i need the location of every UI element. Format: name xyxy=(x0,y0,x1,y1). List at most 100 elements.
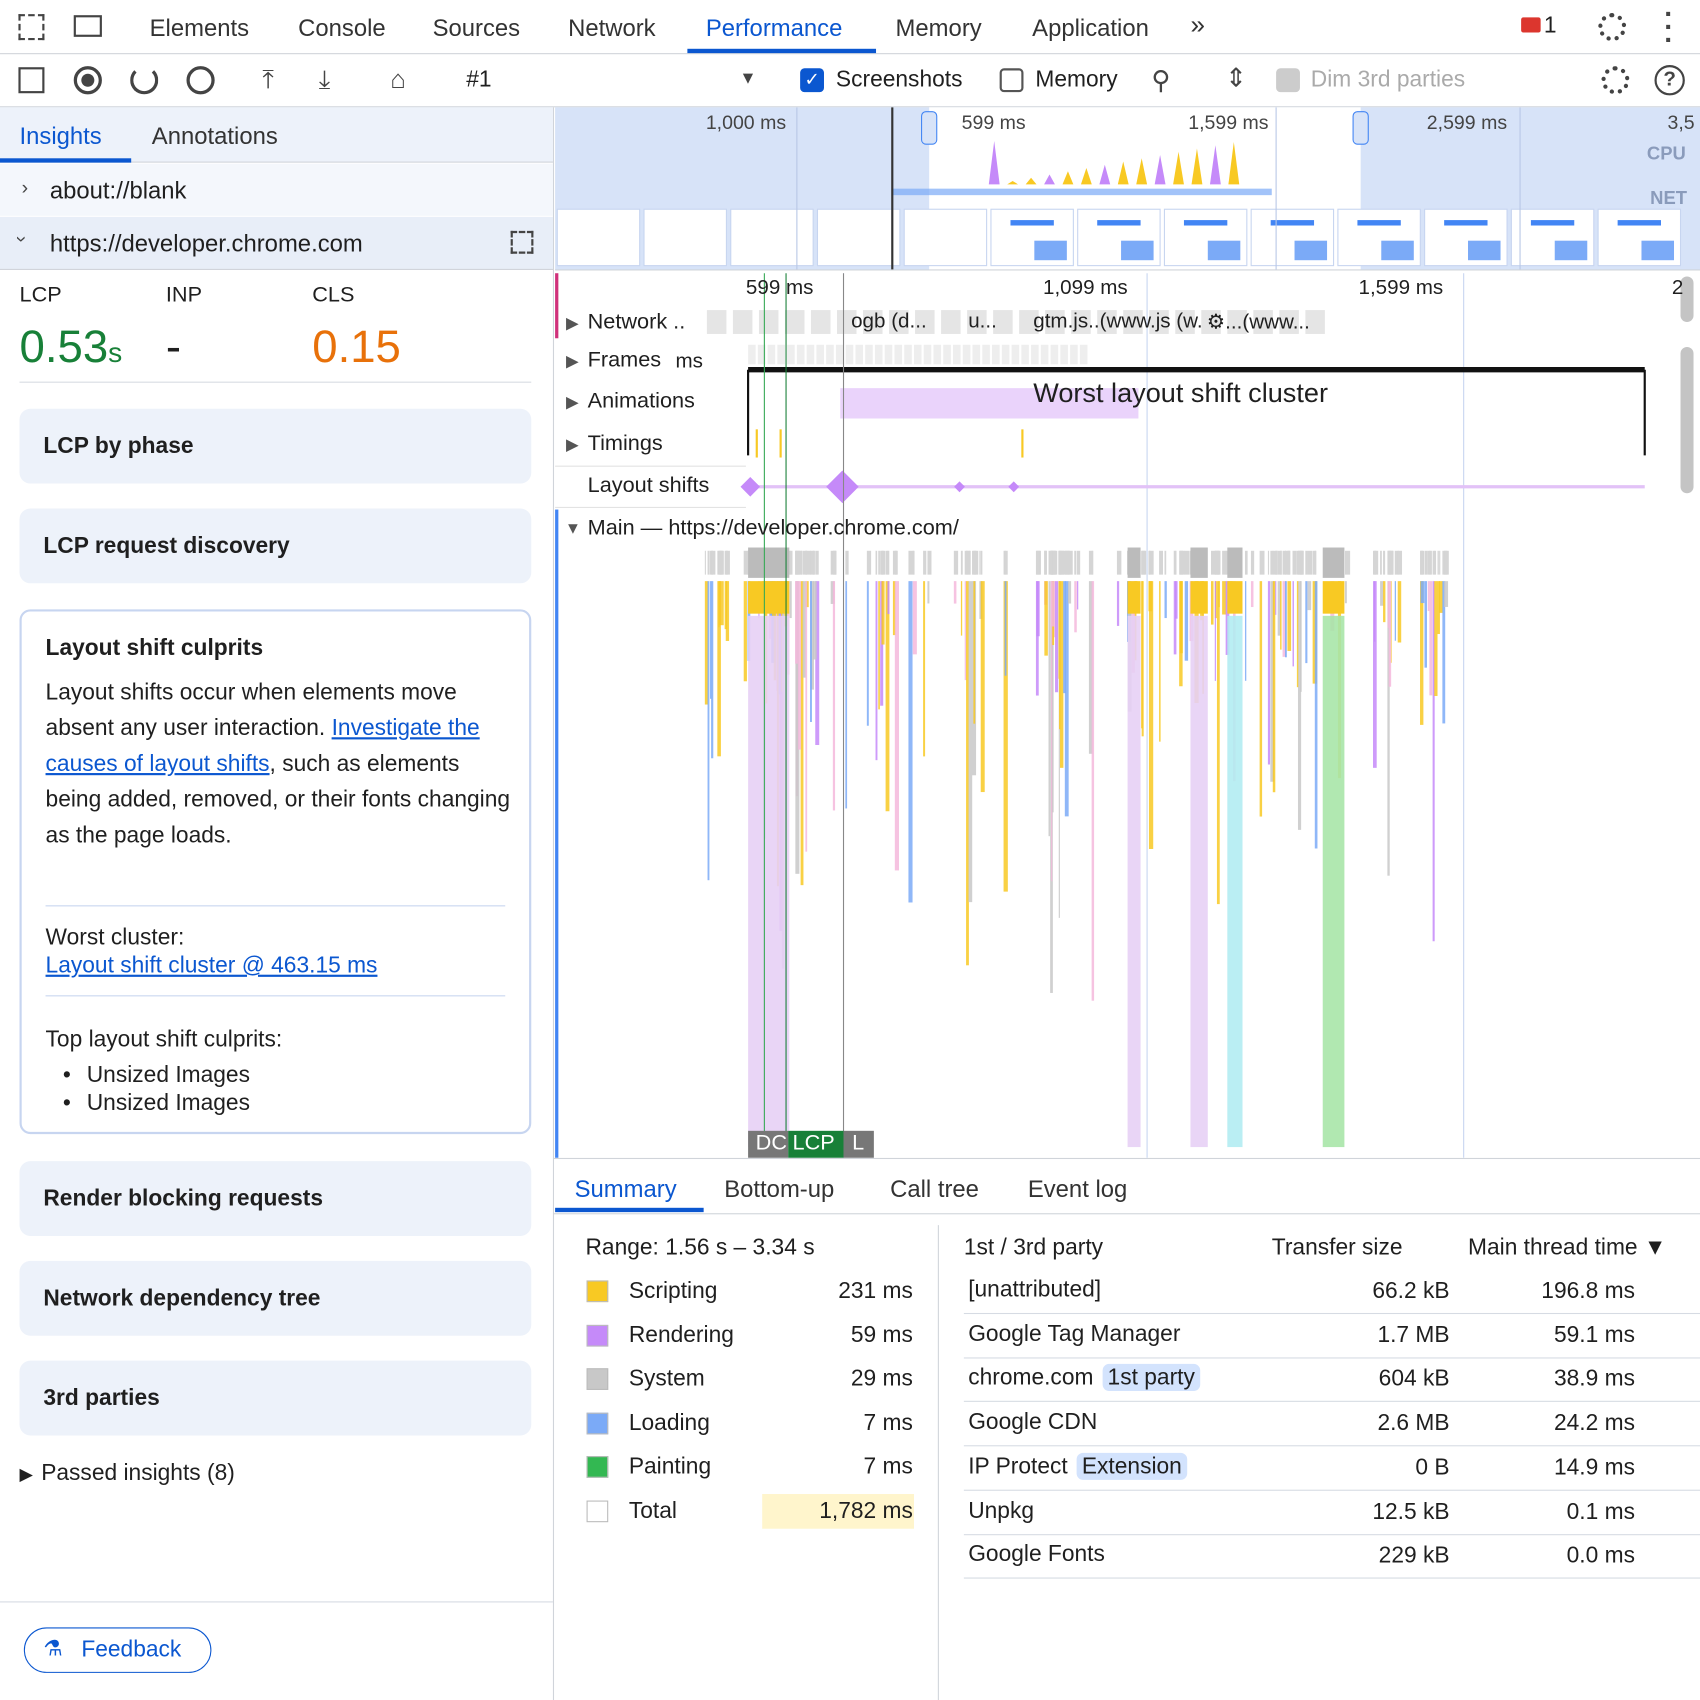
track-label[interactable]: Animations xyxy=(587,389,695,414)
flame-column xyxy=(1282,581,1286,657)
inspect-icon[interactable] xyxy=(18,14,45,41)
marker-label: DC xyxy=(755,1130,788,1155)
upload-button[interactable]: ⤒ xyxy=(262,65,274,95)
menu-icon[interactable]: · · · xyxy=(1664,0,1674,56)
divider xyxy=(937,1225,939,1700)
recording-select[interactable]: #1 xyxy=(466,67,492,93)
collapse-button[interactable]: ⇕ xyxy=(1225,63,1247,94)
track-label[interactable]: Frames xyxy=(587,348,662,372)
flame-column xyxy=(1267,581,1271,765)
party-badge: 1st party xyxy=(1102,1364,1201,1392)
flame-column xyxy=(966,550,970,575)
track-label[interactable]: Layout shifts xyxy=(587,473,710,498)
dropdown-arrow[interactable]: ▼ xyxy=(739,69,757,88)
flame-column xyxy=(1300,581,1302,692)
card-title[interactable]: Layout shift culprits xyxy=(45,635,264,661)
settings-icon[interactable] xyxy=(1598,13,1627,42)
page-url[interactable]: about://blank xyxy=(49,176,187,204)
main-thread-time: 59.1 ms xyxy=(1553,1322,1635,1348)
download-button[interactable]: ⤓ xyxy=(318,65,331,95)
feedback-label[interactable]: Feedback xyxy=(81,1637,182,1663)
column-header[interactable]: Transfer size xyxy=(1271,1234,1403,1260)
transfer-size: 66.2 kB xyxy=(1372,1278,1450,1304)
passed-insights[interactable]: Passed insights (8) xyxy=(41,1460,235,1486)
screenshot-icon[interactable] xyxy=(510,230,534,254)
screenshots-checkbox[interactable]: ✓ xyxy=(800,68,824,93)
entity-name: Google Fonts xyxy=(968,1542,1105,1568)
flame-column xyxy=(1282,550,1286,575)
metric-number: - xyxy=(165,320,182,372)
memory-checkbox[interactable] xyxy=(999,68,1024,93)
tab[interactable]: Sources xyxy=(432,14,521,42)
feedback-button[interactable] xyxy=(23,1627,212,1673)
dim-label[interactable]: Dim 3rd parties xyxy=(1310,67,1466,93)
sidebar-toggle[interactable] xyxy=(18,67,45,94)
help-button[interactable]: ? xyxy=(1654,65,1685,96)
track-marker xyxy=(555,273,559,339)
worst-link[interactable]: Layout shift cluster @ 463.15 ms xyxy=(45,953,378,978)
main-track-label[interactable]: Main — https://developer.chrome.com/ xyxy=(587,516,959,540)
sidebar-tab[interactable]: Annotations xyxy=(151,122,278,150)
flame-column xyxy=(1050,581,1055,627)
error-icon[interactable] xyxy=(1521,17,1541,33)
network-item: u... xyxy=(968,310,997,333)
thumb-img xyxy=(1554,240,1588,261)
page-url[interactable]: https://developer.chrome.com xyxy=(49,229,363,257)
insight-card[interactable]: LCP request discovery xyxy=(19,508,532,584)
more-tabs[interactable]: » xyxy=(1190,10,1205,41)
bottom-tab[interactable]: Bottom-up xyxy=(724,1175,835,1203)
transfer-size: 1.7 MB xyxy=(1377,1322,1450,1348)
bottom-tab[interactable]: Summary xyxy=(574,1175,677,1203)
tab[interactable]: Network xyxy=(568,14,656,42)
flame-column xyxy=(704,550,706,575)
memory-label[interactable]: Memory xyxy=(1035,67,1118,93)
flame-column xyxy=(1051,550,1053,575)
entity: Google Tag Manager xyxy=(968,1321,1181,1347)
track-label[interactable]: Network .. xyxy=(587,310,686,334)
insight-card[interactable]: Render blocking requests xyxy=(19,1161,532,1236)
flame-column xyxy=(802,581,806,678)
network-request xyxy=(993,310,1013,334)
link[interactable]: Investigate the causes of layout shifts xyxy=(45,715,480,777)
bottom-tab[interactable]: Call tree xyxy=(890,1175,979,1203)
page-row[interactable] xyxy=(0,216,553,270)
dim-checkbox[interactable] xyxy=(1276,68,1300,93)
home-button[interactable]: ⌂ xyxy=(390,65,407,95)
tab[interactable]: Performance xyxy=(705,14,843,42)
network-request xyxy=(810,310,831,334)
flame-column xyxy=(1074,550,1077,575)
insight-card[interactable]: LCP by phase xyxy=(19,408,532,484)
track-label[interactable]: Timings xyxy=(587,431,663,456)
screenshots-label[interactable]: Screenshots xyxy=(835,67,963,93)
sidebar-tab[interactable]: Insights xyxy=(19,122,102,150)
column-header[interactable]: Main thread time ▼ xyxy=(1468,1234,1667,1260)
reload-button[interactable] xyxy=(130,66,159,95)
flame-column xyxy=(1214,581,1216,681)
transfer-size: 604 kB xyxy=(1378,1366,1450,1392)
range-handle xyxy=(921,111,938,145)
capture-settings[interactable] xyxy=(1601,66,1630,95)
tab[interactable]: Elements xyxy=(149,14,250,42)
bottom-tab[interactable]: Event log xyxy=(1027,1175,1128,1203)
flask-icon: ⚗ xyxy=(43,1637,63,1661)
device-icon[interactable] xyxy=(73,15,102,37)
gc-button[interactable]: ⚲ xyxy=(1151,66,1171,96)
error-count[interactable]: 1 xyxy=(1543,13,1557,38)
separator xyxy=(0,1601,553,1603)
expand-triangle[interactable]: ▶ xyxy=(19,1465,33,1485)
tab[interactable]: Application xyxy=(1032,14,1149,42)
clear-button[interactable] xyxy=(186,66,215,95)
insight-card[interactable]: 3rd parties xyxy=(19,1360,532,1436)
frame xyxy=(982,344,990,365)
frame xyxy=(992,344,1000,365)
column-header[interactable]: 1st / 3rd party xyxy=(963,1234,1104,1260)
tab[interactable]: Memory xyxy=(895,14,982,42)
tab[interactable]: Console xyxy=(298,14,386,42)
record-button[interactable] xyxy=(73,66,102,95)
flame-column xyxy=(1272,550,1278,575)
overview-tick: 2,599 ms xyxy=(1426,111,1508,134)
flame-column xyxy=(923,581,926,757)
page-row[interactable] xyxy=(0,163,553,216)
task xyxy=(1322,581,1345,614)
insight-card[interactable]: Network dependency tree xyxy=(19,1260,532,1336)
